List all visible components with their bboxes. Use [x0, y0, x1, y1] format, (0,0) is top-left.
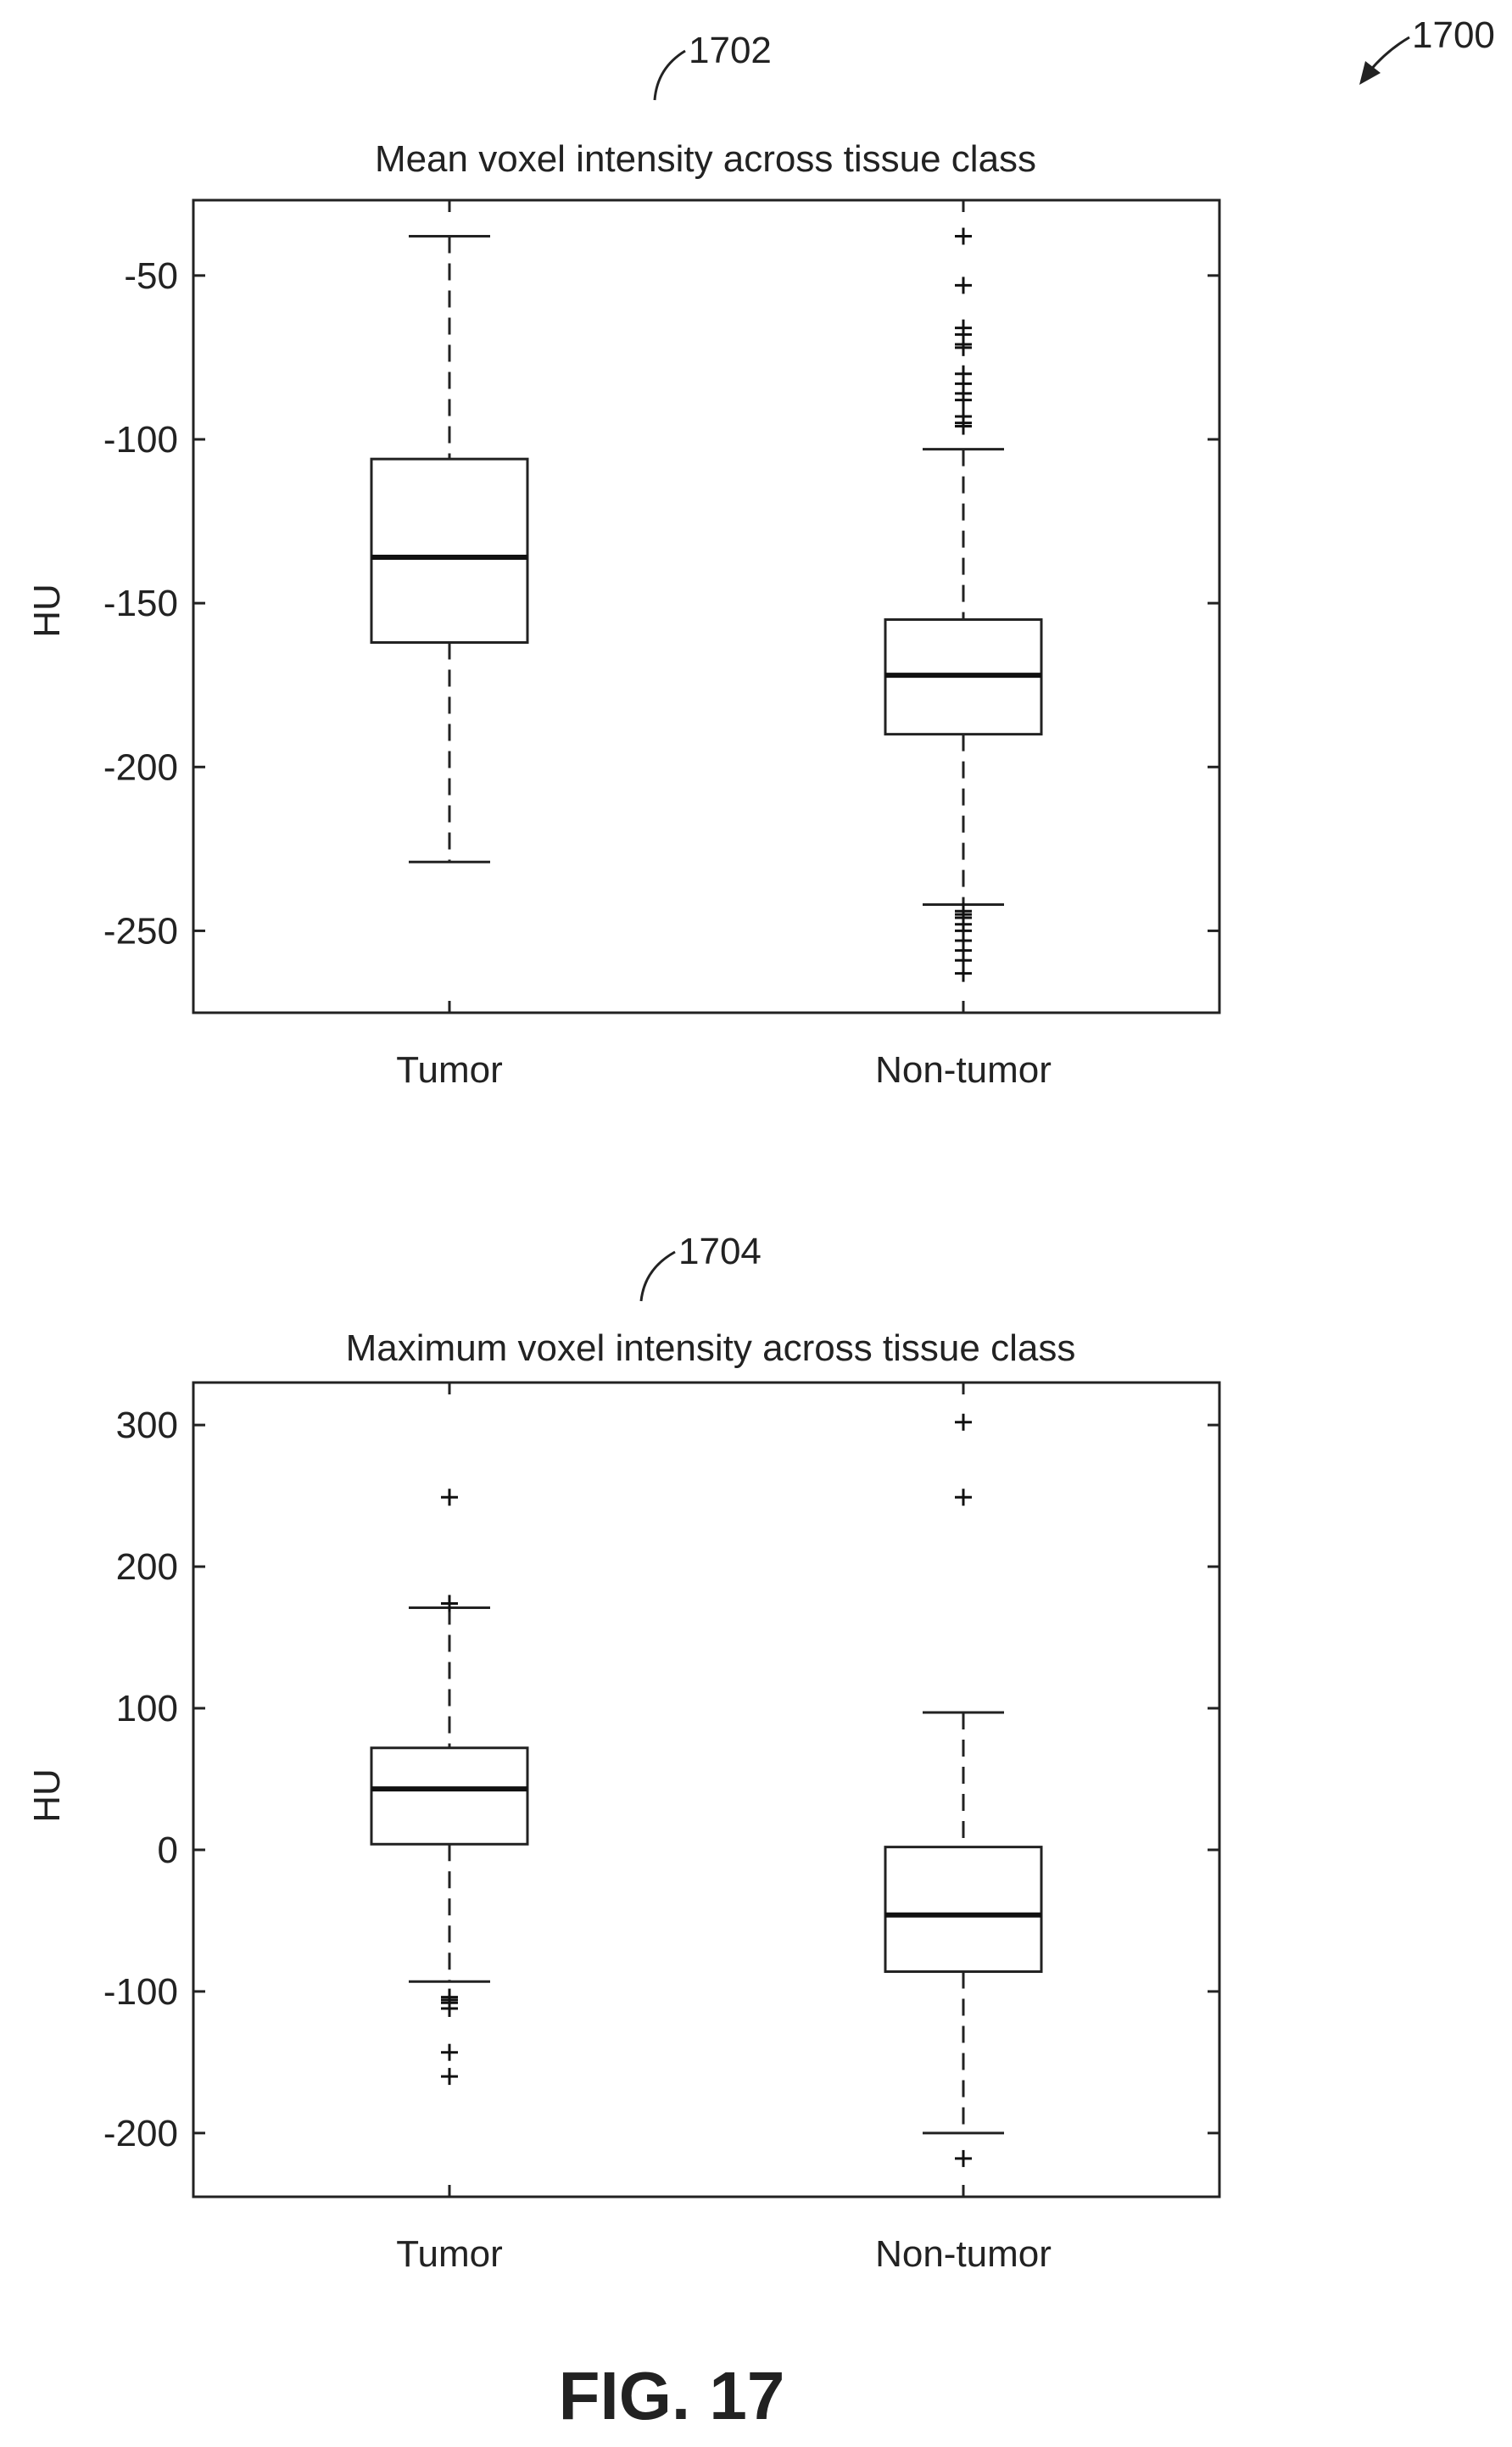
y-tick-labels: -250 -200 -150 -100 -50: [103, 255, 178, 953]
y-tick-label: 100: [116, 1688, 178, 1729]
box-non-tumor: [884, 227, 1043, 982]
y-ticks: [193, 1423, 1219, 2135]
outlier-marker: [955, 2149, 972, 2167]
outlier-marker: [955, 338, 972, 356]
plot-frame: [192, 1381, 1221, 2198]
x-tick-label: Non-tumor: [875, 1049, 1052, 1091]
x-tick-label: Tumor: [396, 2233, 503, 2275]
x-ticks: [448, 1383, 965, 2197]
y-tick-label: 0: [158, 1830, 178, 1871]
y-tick-label: 300: [116, 1405, 178, 1446]
outlier-marker: [441, 2068, 458, 2086]
y-tick-label: -150: [103, 583, 178, 624]
box-series: [370, 1413, 1043, 2167]
x-tick-labels: Tumor Non-tumor: [396, 2233, 1052, 2275]
y-tick-label: -50: [124, 255, 178, 297]
plot-frame: [192, 198, 1221, 1014]
chart-title: Maximum voxel intensity across tissue cl…: [346, 1327, 1076, 1369]
x-tick-labels: Tumor Non-tumor: [396, 1049, 1052, 1091]
box-series: [370, 227, 1043, 982]
chart-ref-number: 1704: [678, 1231, 762, 1272]
outlier-marker: [955, 277, 972, 294]
x-ticks: [448, 200, 965, 1013]
iqr-box: [370, 457, 529, 644]
iqr-box: [884, 1846, 1043, 1974]
outlier-marker: [441, 1999, 458, 2017]
x-tick-label: Tumor: [396, 1049, 503, 1091]
y-tick-label: -100: [103, 419, 178, 461]
outlier-marker: [441, 1595, 458, 1612]
chart-ref-leader: [653, 49, 686, 101]
outlier-marker: [955, 417, 972, 435]
y-tick-label: -100: [103, 1971, 178, 2013]
max-intensity-boxplot: 1704 Maximum voxel intensity across tiss…: [26, 1231, 1221, 2275]
outlier-marker: [955, 964, 972, 982]
chart-title: Mean voxel intensity across tissue class: [375, 138, 1036, 180]
iqr-box: [370, 1746, 529, 1846]
box-tumor: [370, 1489, 529, 2086]
mean-intensity-boxplot: 1702 Mean voxel intensity across tissue …: [26, 30, 1221, 1091]
figure-ref-number: 1700: [1412, 14, 1495, 56]
outlier-marker: [441, 1489, 458, 1506]
outlier-marker: [955, 1413, 972, 1431]
chart-ref-number: 1702: [689, 30, 772, 71]
box-non-tumor: [884, 1413, 1043, 2167]
y-tick-labels: -200 -100 0 100 200 300: [103, 1405, 178, 2154]
y-tick-label: 200: [116, 1546, 178, 1588]
outlier-marker: [955, 1489, 972, 1506]
box-tumor: [370, 234, 529, 863]
y-ticks: [193, 274, 1219, 932]
y-tick-label: -250: [103, 910, 178, 952]
outlier-marker: [441, 2043, 458, 2061]
chart-ref-leader: [639, 1250, 676, 1302]
y-tick-label: -200: [103, 2113, 178, 2154]
y-tick-label: -200: [103, 746, 178, 788]
x-tick-label: Non-tumor: [875, 2233, 1052, 2275]
figure-caption: FIG. 17: [559, 2358, 785, 2433]
y-axis-label: HU: [26, 1768, 68, 1823]
outlier-marker: [955, 227, 972, 245]
y-axis-label: HU: [26, 584, 68, 638]
outlier-marker: [955, 391, 972, 409]
figure-ref-arrowhead: [1359, 61, 1381, 85]
figure-ref-arrow: [1368, 36, 1410, 72]
